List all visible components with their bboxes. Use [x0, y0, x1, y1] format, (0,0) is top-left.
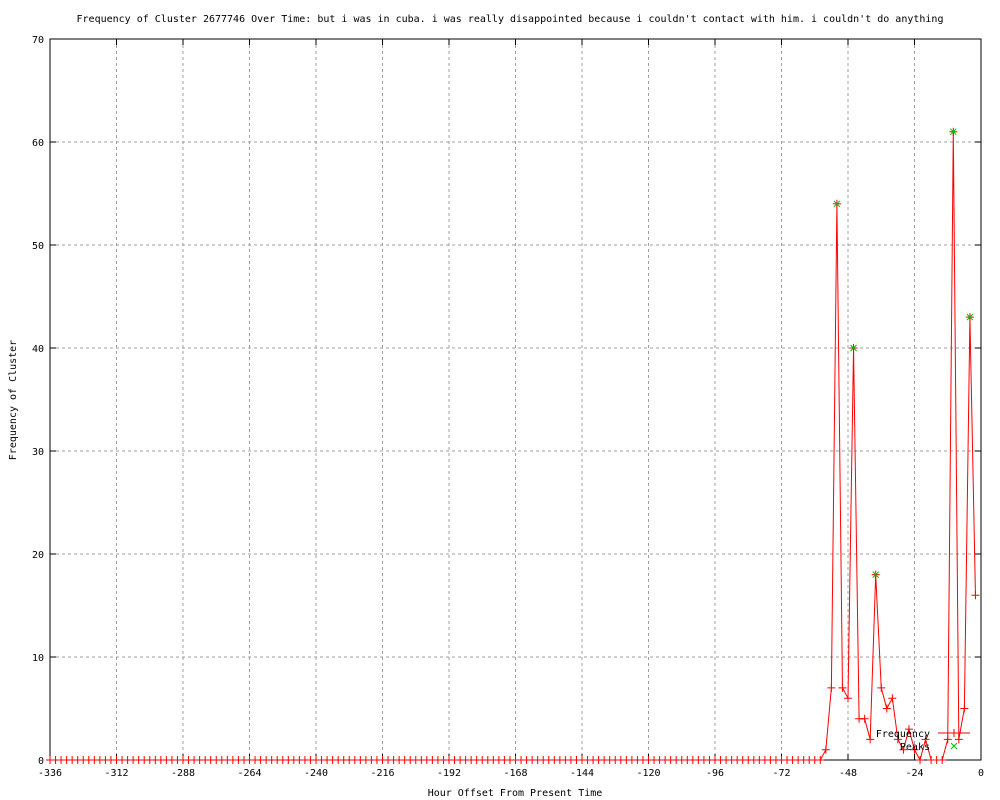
peak-point: [966, 313, 974, 321]
y-tick-label: 60: [32, 138, 44, 149]
y-tick-label: 0: [38, 756, 44, 767]
grid: [50, 39, 981, 760]
x-tick-label: -144: [570, 768, 594, 779]
frequency-point: [860, 714, 869, 723]
frequency-point: [844, 694, 852, 703]
x-tick-label: -72: [772, 768, 790, 779]
frequency-point: [882, 704, 891, 713]
frequency-line: [50, 131, 976, 762]
frequency-point: [827, 683, 836, 692]
y-tick-label: 70: [32, 35, 44, 46]
peak-point: [850, 344, 857, 352]
peak-point: [872, 571, 880, 578]
legend-label-frequency: Frequency: [876, 729, 930, 740]
x-tick-label: -288: [171, 768, 195, 779]
y-tick-label: 20: [32, 550, 44, 561]
x-tick-label: -24: [905, 768, 923, 779]
peak-point: [833, 200, 841, 208]
frequency-point: [943, 735, 952, 744]
ticks: -336 -312 -288 -264 -240 -216 -192 -168 -144 -120…: [32, 35, 984, 779]
peak-point: [949, 128, 957, 136]
series-layer: [46, 127, 980, 764]
frequency-point: [910, 745, 919, 754]
frequency-point: [866, 735, 875, 744]
x-tick-label: -336: [38, 768, 62, 779]
chart-title: Frequency of Cluster 2677746 Over Time: …: [77, 14, 944, 25]
frequency-point: [888, 694, 897, 703]
x-tick-label: -48: [839, 768, 857, 779]
x-tick-label: -264: [237, 768, 261, 779]
x-tick-label: -96: [706, 768, 724, 779]
legend: Frequency Peaks: [876, 729, 970, 753]
x-tick-label: -168: [503, 768, 527, 779]
frequency-point: [877, 683, 886, 692]
x-tick-label: -240: [304, 768, 328, 779]
x-tick-label: -192: [437, 768, 461, 779]
frequency-point: [899, 745, 908, 754]
frequency-point: [838, 683, 847, 692]
x-tick-label: -120: [636, 768, 660, 779]
frequency-point: [960, 704, 969, 713]
frequency-point: [921, 735, 930, 744]
x-tick-label: -216: [370, 768, 394, 779]
frequency-point: [971, 591, 980, 600]
y-tick-label: 50: [32, 241, 44, 252]
legend-label-peaks: Peaks: [900, 742, 930, 753]
x-tick-label: -312: [104, 768, 128, 779]
y-tick-label: 40: [32, 344, 44, 355]
frequency-point: [954, 735, 963, 744]
x-tick-label: 0: [978, 768, 984, 779]
frequency-point: [904, 725, 913, 734]
frequency-point: [938, 756, 947, 764]
y-tick-label: 10: [32, 653, 44, 664]
y-tick-label: 30: [32, 447, 44, 458]
legend-marker-frequency: [950, 729, 958, 737]
legend-marker-peaks: [950, 742, 958, 750]
frequency-point: [893, 735, 902, 744]
frequency-point: [816, 756, 825, 764]
y-axis-label: Frequency of Cluster: [8, 340, 19, 460]
frequency-point: [821, 745, 830, 754]
frequency-point: [916, 756, 925, 764]
x-axis-label: Hour Offset From Present Time: [428, 788, 603, 799]
